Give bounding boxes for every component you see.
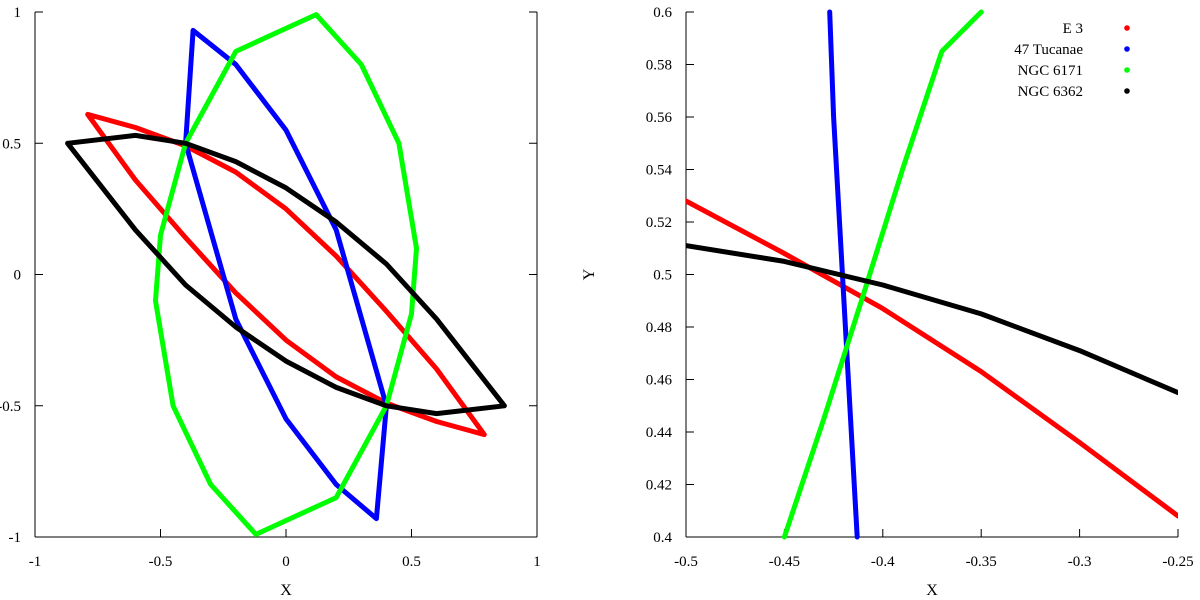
x-tick-label: -1 (29, 554, 42, 570)
y-tick-label: 0.4 (653, 530, 672, 546)
legend-marker (1124, 46, 1130, 52)
x-tick-label: 0 (282, 554, 290, 570)
legend-marker (1124, 88, 1130, 94)
series-line-series-2 (183, 27, 389, 522)
x-tick-label: -0.5 (674, 554, 698, 570)
series-line-series-1 (85, 111, 487, 438)
legend-label: 47 Tucanae (1014, 42, 1083, 58)
y-tick-label: -1 (9, 530, 22, 546)
plot-area (65, 12, 507, 537)
series-line-ngc-6362 (686, 243, 1178, 396)
series-line-e-3 (686, 198, 1178, 519)
x-tick-label: -0.35 (966, 554, 997, 570)
y-tick-label: 0.52 (646, 215, 672, 231)
x-axis-label: X (280, 582, 292, 599)
left-panel: -1 -0.5 0 0.5 1 -1 -0.5 0 0.5 1 X (0, 5, 541, 599)
y-tick-label: 0.5 (653, 268, 672, 284)
x-tick-label: -0.5 (149, 554, 173, 570)
y-tick-label: 0.44 (646, 425, 673, 441)
y-tick-label: 0 (14, 268, 22, 284)
y-tick-label: -0.5 (0, 399, 21, 415)
y-tick-label: 0.6 (653, 5, 672, 21)
y-tick-label: 1 (14, 5, 22, 21)
y-tick-label: 0.54 (646, 163, 673, 179)
y-tick-label: 0.58 (646, 58, 672, 74)
y-tick-label: 0.56 (646, 110, 673, 126)
x-tick-label: 1 (533, 554, 541, 570)
y-tick-label: 0.42 (646, 478, 672, 494)
series-line-series-3 (153, 12, 419, 537)
right-panel: -0.5 -0.45 -0.4 -0.35 -0.3 -0.25 0.4 0.42 0.44 0.… (581, 5, 1194, 599)
legend-marker (1124, 25, 1130, 31)
x-axis-label: X (926, 582, 938, 599)
series-line-ngc-6171 (781, 9, 984, 540)
y-tick-label: 0.46 (646, 373, 673, 389)
legend-label: NGC 6171 (1018, 63, 1083, 79)
legend-label: E 3 (1063, 21, 1083, 37)
legend-marker (1124, 67, 1130, 73)
x-tick-label: -0.25 (1162, 554, 1193, 570)
y-tick-label: 0.5 (2, 136, 21, 152)
series-line-series-4 (65, 132, 507, 417)
x-tick-label: -0.4 (871, 554, 895, 570)
legend-label: NGC 6362 (1018, 84, 1083, 100)
y-axis-label: Y (581, 268, 598, 280)
x-tick-label: 0.5 (402, 554, 421, 570)
x-tick-label: -0.45 (769, 554, 800, 570)
x-tick-label: -0.3 (1068, 554, 1092, 570)
y-tick-label: 0.48 (646, 320, 672, 336)
plot-area (686, 9, 1178, 540)
